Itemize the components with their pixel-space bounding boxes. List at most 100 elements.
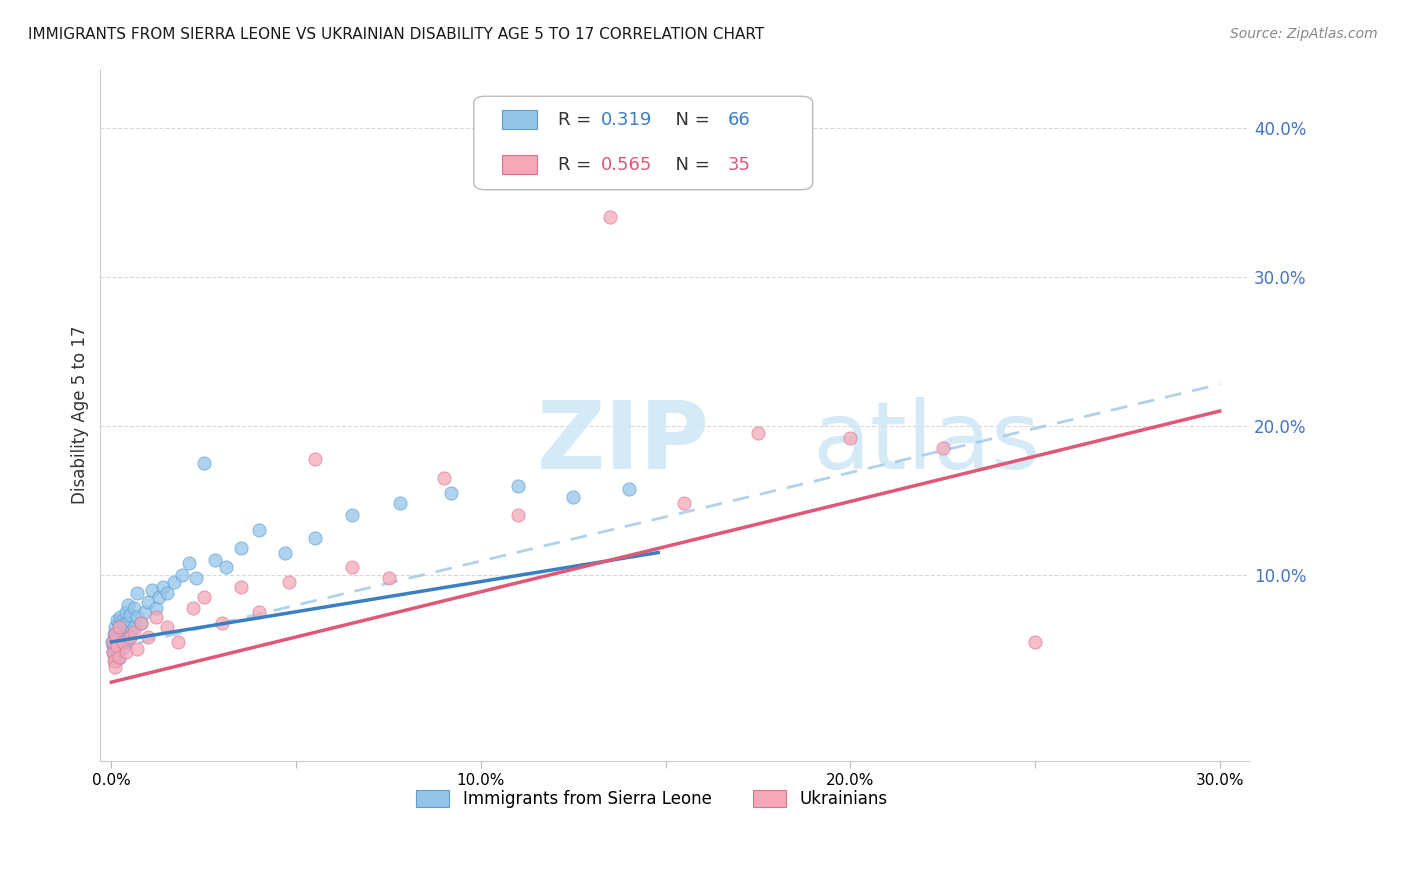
Point xyxy=(599,211,621,225)
Text: 66: 66 xyxy=(728,111,751,128)
Text: R =: R = xyxy=(558,156,596,174)
Point xyxy=(104,631,127,645)
Point xyxy=(115,627,138,641)
Point xyxy=(377,571,399,585)
Point xyxy=(145,609,167,624)
Point xyxy=(138,595,160,609)
Point xyxy=(129,615,152,630)
Point xyxy=(138,631,160,645)
Point xyxy=(170,568,193,582)
Point xyxy=(617,482,640,496)
Point xyxy=(141,582,163,597)
Point xyxy=(388,496,411,510)
Point xyxy=(108,624,131,639)
Text: 35: 35 xyxy=(728,156,751,174)
Point xyxy=(105,626,128,640)
Point xyxy=(304,451,326,466)
Point xyxy=(127,642,149,657)
Point xyxy=(193,456,215,470)
Point xyxy=(129,615,152,630)
Point xyxy=(108,636,131,650)
Point xyxy=(104,638,127,652)
Point xyxy=(118,631,141,645)
Text: N =: N = xyxy=(665,156,716,174)
Point xyxy=(177,556,200,570)
Point xyxy=(340,508,363,523)
Point xyxy=(105,631,128,645)
Point xyxy=(108,609,131,624)
Point xyxy=(274,545,297,559)
Point xyxy=(105,647,128,661)
Point xyxy=(107,644,129,658)
Point xyxy=(122,624,145,639)
Point xyxy=(112,631,135,645)
Point xyxy=(105,640,128,654)
Point xyxy=(118,631,141,645)
Point xyxy=(108,615,131,630)
Point xyxy=(103,654,125,668)
Point xyxy=(506,508,529,523)
Point xyxy=(156,620,179,634)
Point xyxy=(103,640,125,654)
Point xyxy=(229,541,252,555)
Text: N =: N = xyxy=(665,111,716,128)
Point xyxy=(506,478,529,492)
Point xyxy=(108,649,131,664)
Point xyxy=(145,600,167,615)
Point xyxy=(152,580,174,594)
Point xyxy=(186,571,208,585)
Point xyxy=(304,531,326,545)
Point xyxy=(101,635,124,649)
Point xyxy=(931,442,953,456)
Point xyxy=(148,591,170,605)
Point xyxy=(115,615,138,630)
Point xyxy=(111,640,134,655)
Point xyxy=(108,620,131,634)
Point xyxy=(229,580,252,594)
Text: Source: ZipAtlas.com: Source: ZipAtlas.com xyxy=(1230,27,1378,41)
Point xyxy=(127,609,149,624)
Point xyxy=(440,486,463,500)
Point xyxy=(247,605,270,619)
Point xyxy=(247,523,270,537)
Point xyxy=(110,629,132,643)
Point xyxy=(111,635,134,649)
Point xyxy=(101,645,124,659)
Text: atlas: atlas xyxy=(813,397,1040,489)
Point xyxy=(108,651,131,665)
Text: ZIP: ZIP xyxy=(537,397,710,489)
Point xyxy=(277,575,299,590)
Point xyxy=(1024,635,1046,649)
Point xyxy=(103,635,125,649)
Point xyxy=(101,645,124,659)
Point xyxy=(163,575,186,590)
Point xyxy=(193,591,215,605)
Point xyxy=(673,496,696,510)
Point xyxy=(104,620,127,634)
Point xyxy=(156,586,179,600)
Text: IMMIGRANTS FROM SIERRA LEONE VS UKRAINIAN DISABILITY AGE 5 TO 17 CORRELATION CHA: IMMIGRANTS FROM SIERRA LEONE VS UKRAINIA… xyxy=(28,27,765,42)
Point xyxy=(211,615,233,630)
Point xyxy=(118,624,141,639)
Point xyxy=(117,598,139,612)
Point xyxy=(104,660,127,674)
Point xyxy=(134,605,156,619)
Point xyxy=(167,635,190,649)
Point xyxy=(103,627,125,641)
Point xyxy=(115,645,138,659)
Point xyxy=(112,617,135,632)
Point xyxy=(122,620,145,634)
Point xyxy=(105,613,128,627)
Point xyxy=(747,426,769,441)
FancyBboxPatch shape xyxy=(502,110,537,129)
Point xyxy=(104,627,127,641)
Point xyxy=(181,600,204,615)
Point xyxy=(104,654,127,668)
Point xyxy=(215,560,238,574)
Point xyxy=(562,491,585,505)
Point xyxy=(115,635,138,649)
Point xyxy=(115,605,138,619)
Point xyxy=(110,620,132,634)
Point xyxy=(122,600,145,615)
Point xyxy=(204,553,226,567)
